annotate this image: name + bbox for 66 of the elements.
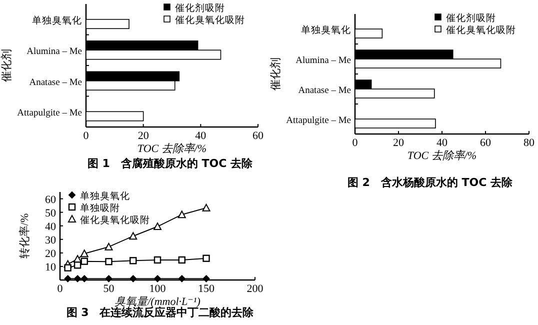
y-tick-label: 单独臭氧化 <box>301 24 351 36</box>
point <box>64 264 72 272</box>
point <box>80 275 88 282</box>
x-tick-label: 100 <box>149 283 166 295</box>
legend-label: 催化臭氧化吸附 <box>446 24 516 36</box>
y-tick-label: 60 <box>45 194 56 206</box>
point <box>74 262 82 269</box>
x-tick-label: 50 <box>103 283 115 295</box>
x-axis-title: TOC 去除率/% <box>407 149 477 162</box>
point <box>202 275 210 282</box>
point <box>130 257 137 264</box>
x-tick-label: 40 <box>436 137 448 149</box>
point <box>154 256 162 264</box>
point <box>64 275 72 282</box>
point <box>154 222 162 230</box>
x-tick-label: 60 <box>252 130 264 142</box>
point <box>129 232 138 240</box>
y-tick-label: 20 <box>45 248 56 260</box>
point <box>178 275 186 282</box>
x-tick-label: 20 <box>138 130 150 142</box>
point <box>202 254 210 262</box>
x-tick-label: 0 <box>352 137 358 149</box>
y-tick-label: Alumina – Me <box>26 47 82 58</box>
x-axis-title: TOC 去除率/% <box>137 142 207 155</box>
x-tick-label: 20 <box>393 137 404 149</box>
point <box>105 275 112 282</box>
point <box>178 256 186 264</box>
legend-label: 单独吸附 <box>80 202 120 214</box>
point <box>105 258 112 266</box>
x-tick-label: 0 <box>83 130 90 142</box>
x-tick-label: 40 <box>195 130 207 142</box>
legend-label: 催化臭氧化吸附 <box>80 214 150 226</box>
y-axis-title: 催化剂 <box>269 58 282 90</box>
y-tick-label: 30 <box>45 234 56 246</box>
x-tick-label: 200 <box>246 283 264 295</box>
legend-label: 单独臭氧化 <box>80 190 130 202</box>
y-tick-label: 40 <box>45 220 56 233</box>
y-tick-label: Alumina – Me <box>296 56 351 66</box>
y-tick-label: 50 <box>45 207 56 220</box>
x-tick-label: 80 <box>524 137 535 149</box>
x-axis-title: 臭氧量/(mmol·L⁻¹) <box>114 296 201 308</box>
point <box>80 250 88 258</box>
y-tick-label: 单独臭氧化 <box>32 14 82 26</box>
text: 图 3 在连续流反应器中丁二酸的去除 <box>66 306 255 319</box>
y-tick-label: Attapulgite – Me <box>17 108 82 119</box>
x-tick-label: 60 <box>480 137 492 149</box>
x-tick-label: 0 <box>57 283 64 295</box>
legend-label: 催化剂吸附 <box>446 12 496 24</box>
point <box>80 258 88 265</box>
point <box>178 210 186 218</box>
y-tick-label: Anatase – Me <box>298 86 351 96</box>
y-axis-title: 转化率/% <box>18 213 31 259</box>
point <box>130 275 137 282</box>
text: 图 2 含水杨酸原水的 TOC 去除 <box>347 176 514 189</box>
y-tick-label: Anatase – Me <box>29 78 82 88</box>
point <box>154 275 161 282</box>
legend-label: 催化臭氧化吸附 <box>175 14 245 26</box>
point <box>202 204 210 212</box>
x-tick-label: 150 <box>198 283 215 295</box>
point <box>104 242 113 250</box>
y-tick-label: 10 <box>45 261 56 274</box>
y-tick-label: Attapulgite – Me <box>286 116 351 126</box>
legend-label: 催化剂吸附 <box>175 2 225 14</box>
point <box>74 275 82 282</box>
text: 图 1 含腐殖酸原水的 TOC 去除 <box>87 157 254 170</box>
y-axis-title: 催化剂 <box>0 49 13 82</box>
